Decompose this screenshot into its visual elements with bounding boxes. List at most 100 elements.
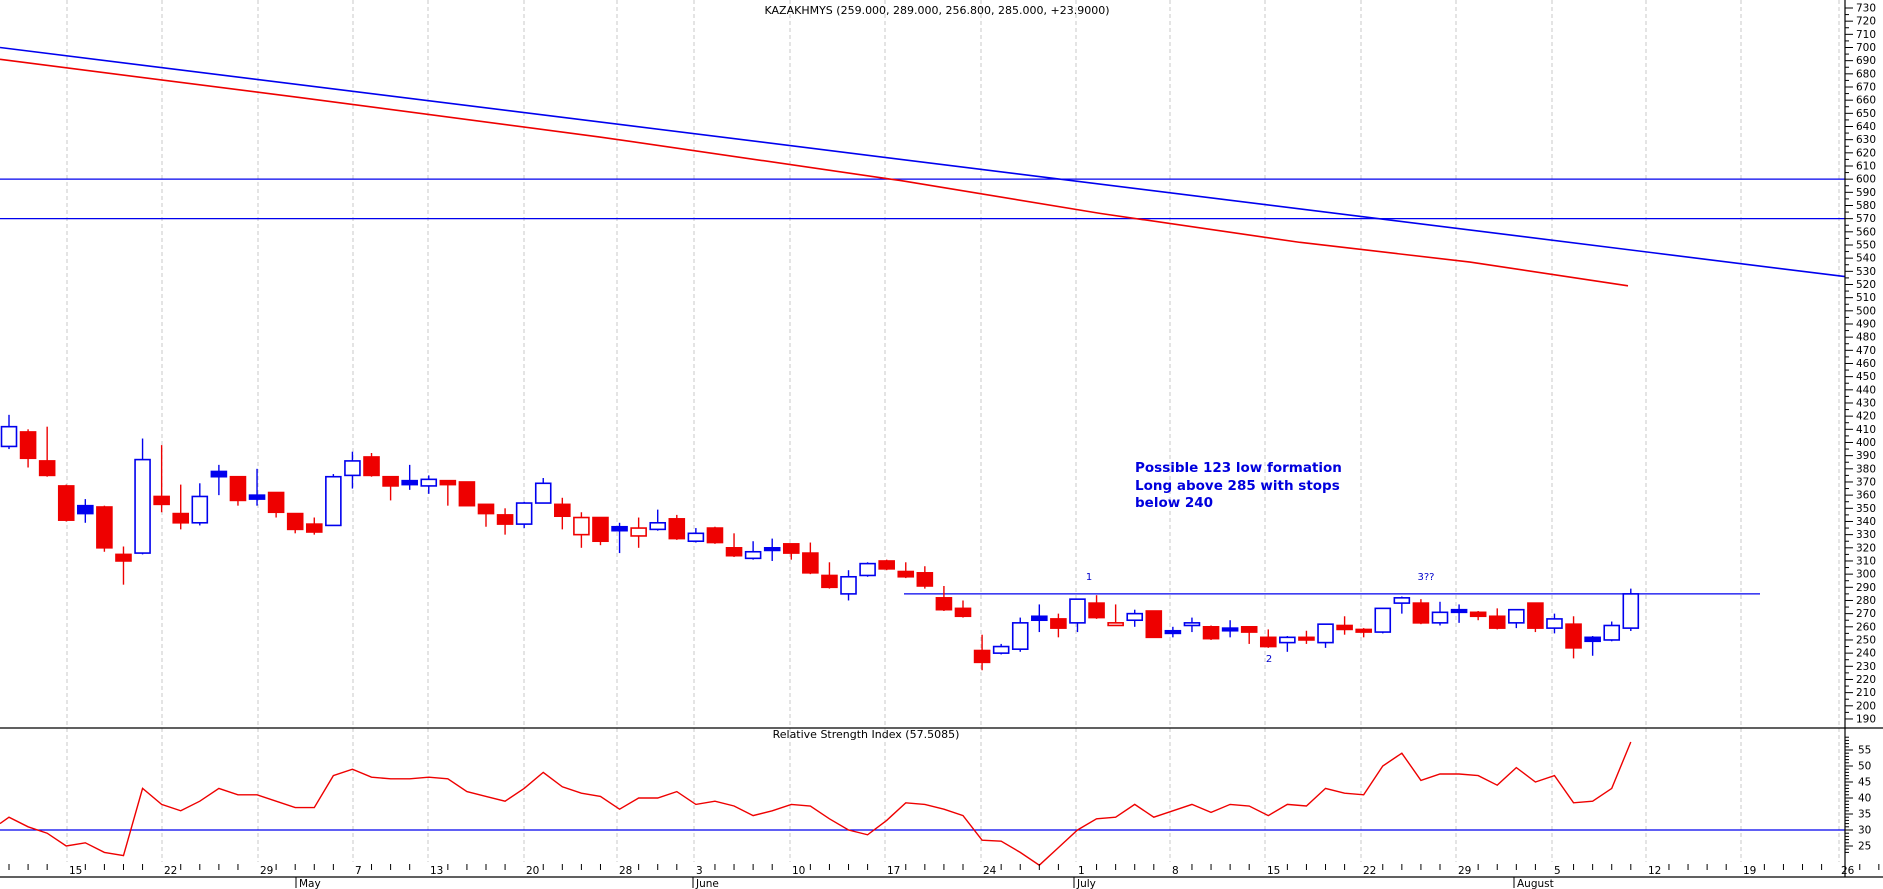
week-label: 17 — [887, 865, 900, 877]
candle-body — [1088, 602, 1105, 619]
price-label: 310 — [1856, 555, 1876, 567]
candle-body — [477, 503, 495, 515]
candle-body — [191, 495, 209, 524]
price-label: 530 — [1856, 266, 1876, 278]
week-label: 13 — [430, 865, 443, 877]
price-label: 550 — [1856, 239, 1876, 251]
candle-body — [687, 532, 705, 543]
annotation-line-1[interactable]: Possible 123 low formation — [1135, 460, 1342, 476]
candle-body — [1527, 602, 1544, 629]
ma-red-line — [0, 58, 1629, 287]
candle-body — [554, 503, 571, 518]
candle-body — [573, 516, 590, 536]
price-label: 710 — [1856, 29, 1876, 41]
annotation-line-2[interactable]: Long above 285 with stops — [1135, 478, 1340, 494]
price-label: 450 — [1856, 371, 1876, 383]
price-label: 340 — [1856, 516, 1876, 528]
week-label: 22 — [1363, 865, 1376, 877]
candle-body — [1412, 602, 1430, 624]
rsi-title: Relative Strength Index (57.5085) — [773, 728, 960, 741]
price-label: 470 — [1856, 345, 1876, 357]
rsi-label: 30 — [1858, 825, 1871, 837]
price-label: 570 — [1856, 213, 1876, 225]
week-label: 15 — [1267, 865, 1280, 877]
price-label: 360 — [1856, 490, 1876, 502]
ma-blue-line — [0, 46, 1846, 278]
point-label-3[interactable]: 3?? — [1418, 572, 1435, 583]
candle-body — [1183, 622, 1201, 627]
horizontal-level-lines[interactable] — [0, 178, 1845, 220]
candle-body — [840, 575, 857, 595]
annotation-line-3[interactable]: below 240 — [1135, 495, 1213, 511]
price-label: 560 — [1856, 226, 1876, 238]
week-label: 5 — [1554, 865, 1561, 877]
price-label: 670 — [1856, 81, 1876, 93]
candle-body — [458, 481, 476, 507]
candle-body — [439, 479, 457, 486]
price-label: 320 — [1856, 542, 1876, 554]
month-label: June — [695, 878, 719, 889]
point-label-2[interactable]: 2 — [1266, 654, 1272, 665]
candle-body — [305, 523, 323, 533]
rsi-label: 35 — [1858, 809, 1871, 821]
candle-body — [859, 562, 876, 577]
candle-body — [115, 553, 132, 562]
price-label: 430 — [1856, 397, 1876, 409]
point-label-1[interactable]: 1 — [1086, 572, 1092, 583]
candle-body — [96, 506, 113, 549]
price-label: 390 — [1856, 450, 1876, 462]
candle-body — [534, 482, 552, 504]
rsi-axis: 55 50 45 40 35 30 25 — [1845, 736, 1871, 853]
week-label: 15 — [69, 865, 82, 877]
price-label: 650 — [1856, 108, 1876, 120]
moving-average-red — [0, 58, 1629, 287]
week-label: 20 — [526, 865, 539, 877]
candle-body — [1393, 597, 1411, 604]
annotation-text[interactable]: Possible 123 low formation Long above 28… — [1135, 460, 1342, 511]
candle-body — [38, 460, 56, 477]
candle-body — [496, 514, 514, 525]
candle-body — [592, 516, 609, 543]
candle-body — [1164, 629, 1182, 635]
candle-body — [401, 479, 418, 486]
candle-body — [1259, 636, 1277, 648]
candle-body — [1508, 608, 1525, 624]
candle-body — [725, 547, 743, 557]
price-label: 540 — [1856, 253, 1876, 265]
candle-body — [611, 525, 628, 532]
price-label: 680 — [1856, 68, 1876, 80]
price-label: 590 — [1856, 187, 1876, 199]
candle-body — [1107, 622, 1124, 627]
week-label: 8 — [1172, 865, 1179, 877]
rsi-label: 40 — [1858, 793, 1871, 805]
candle-body — [210, 470, 228, 478]
price-label: 640 — [1856, 121, 1876, 133]
candle-body — [344, 460, 361, 477]
candle-body — [382, 475, 399, 487]
candle-body — [1069, 598, 1086, 624]
price-label: 580 — [1856, 200, 1876, 212]
month-label: July — [1076, 878, 1096, 889]
price-label: 420 — [1856, 411, 1876, 423]
candle-body — [1317, 623, 1334, 644]
candle-body — [1469, 611, 1487, 618]
price-label: 630 — [1856, 134, 1876, 146]
candle-body — [172, 512, 190, 524]
candle-body — [1546, 618, 1563, 629]
time-axis: 15 22 29 7 13 20 28 3 10 17 24 1 8 15 22 29 5 12 19 26 May Ju… — [8, 864, 1880, 889]
week-label: 29 — [260, 865, 273, 877]
price-label: 230 — [1856, 661, 1876, 673]
candle-body — [1145, 610, 1163, 639]
chart-title: KAZAKHMYS (259.000, 289.000, 256.800, 28… — [765, 4, 1110, 17]
price-label: 380 — [1856, 463, 1876, 475]
candle-body — [515, 502, 533, 525]
candle-body — [1488, 615, 1506, 629]
candle-body — [1031, 615, 1048, 622]
candle-body — [878, 560, 895, 570]
week-label: 1 — [1078, 865, 1085, 877]
week-label: 28 — [619, 865, 632, 877]
